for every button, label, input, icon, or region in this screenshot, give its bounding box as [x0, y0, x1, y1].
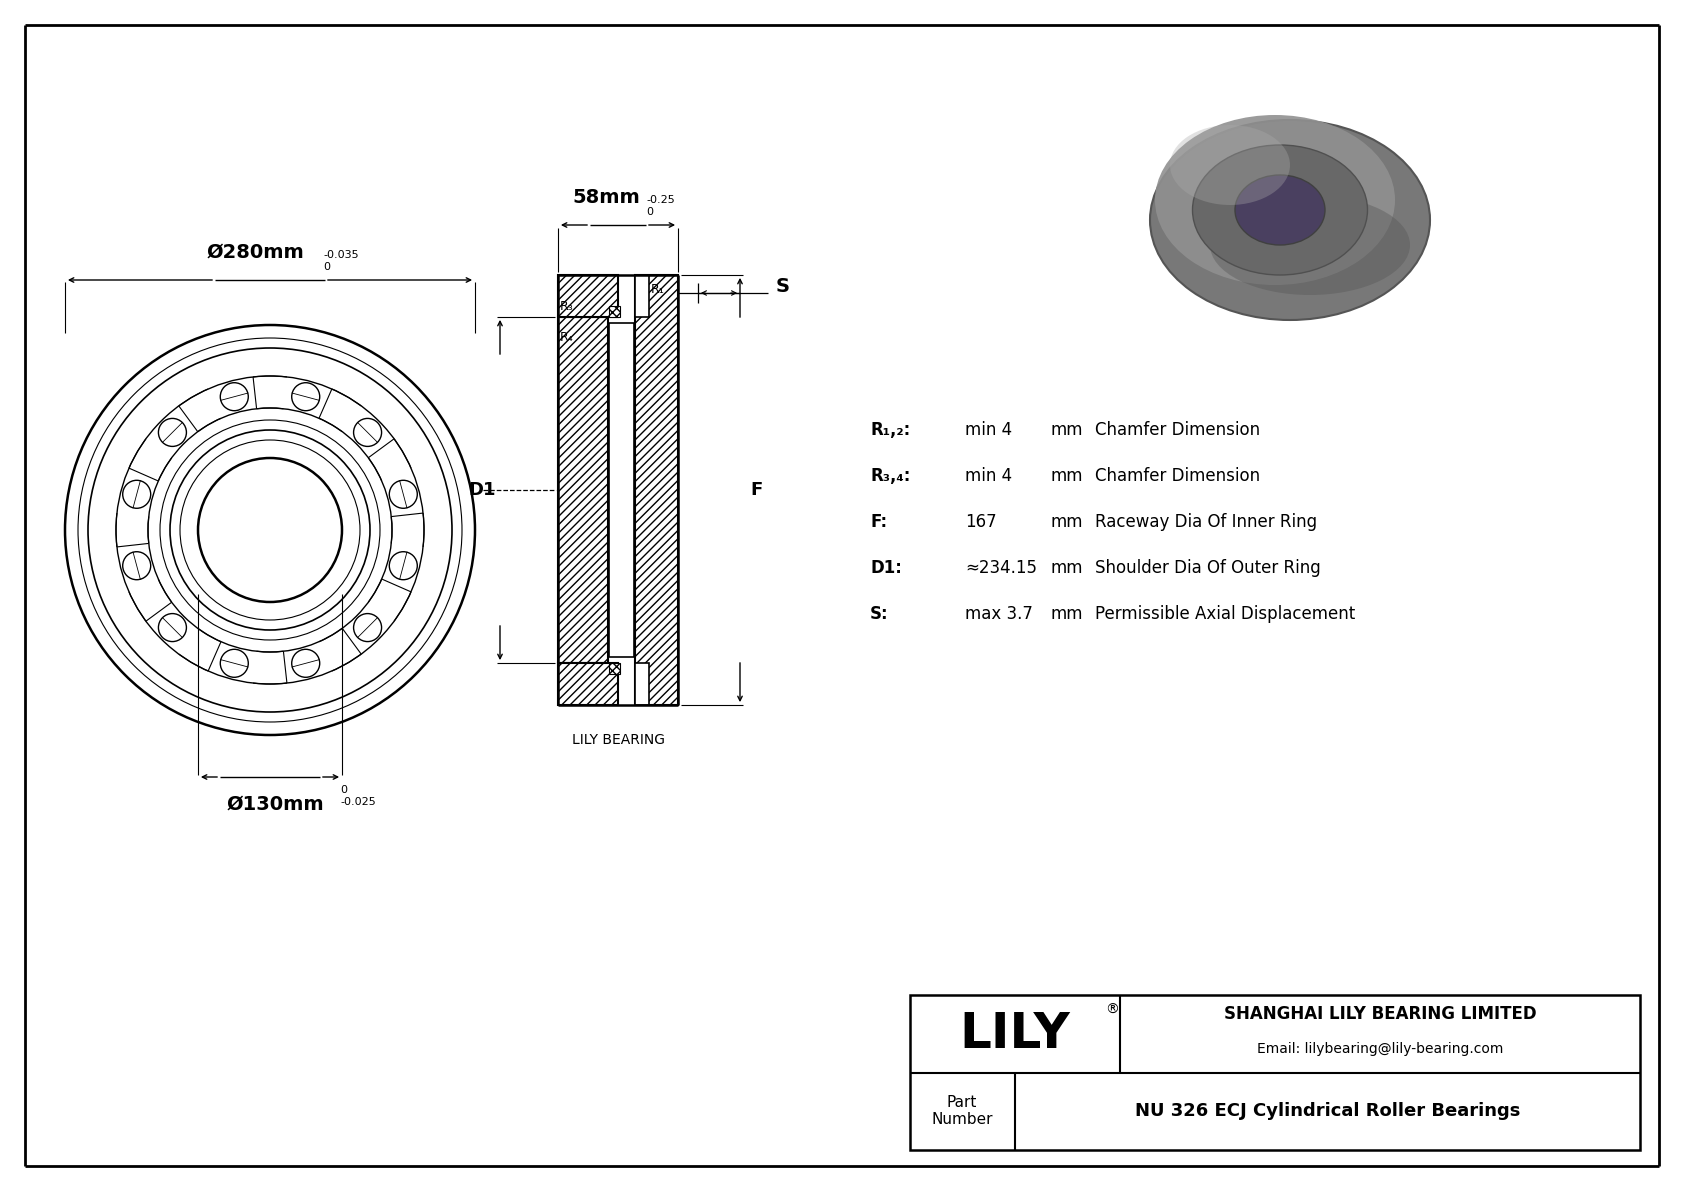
Text: Part
Number: Part Number [931, 1095, 994, 1128]
Text: 0: 0 [340, 785, 347, 796]
Text: Shoulder Dia Of Outer Ring: Shoulder Dia Of Outer Ring [1095, 559, 1320, 576]
Text: D1:: D1: [871, 559, 903, 576]
Bar [635, 275, 679, 705]
Text: R₃: R₃ [561, 300, 574, 313]
Text: Ø280mm: Ø280mm [205, 243, 303, 262]
Text: R₃,₄:: R₃,₄: [871, 467, 911, 485]
Text: Email: lilybearing@lily-bearing.com: Email: lilybearing@lily-bearing.com [1256, 1042, 1504, 1056]
Text: R₁: R₁ [652, 283, 665, 297]
Text: R₂: R₂ [637, 297, 650, 310]
Text: 0: 0 [647, 207, 653, 217]
Text: mm: mm [1051, 605, 1083, 623]
Text: R₄: R₄ [561, 331, 574, 344]
Text: 167: 167 [965, 513, 997, 531]
Bar [909, 994, 1640, 1151]
Text: -0.025: -0.025 [340, 797, 376, 807]
Text: Chamfer Dimension: Chamfer Dimension [1095, 467, 1260, 485]
Text: Ø130mm: Ø130mm [226, 796, 323, 813]
Text: 58mm: 58mm [573, 188, 640, 207]
Text: min 4: min 4 [965, 467, 1012, 485]
Ellipse shape [1211, 195, 1410, 295]
Text: S: S [776, 278, 790, 297]
Bar [557, 275, 618, 317]
Ellipse shape [1150, 120, 1430, 320]
Text: mm: mm [1051, 467, 1083, 485]
Text: mm: mm [1051, 559, 1083, 576]
Text: -0.035: -0.035 [323, 250, 359, 260]
Text: max 3.7: max 3.7 [965, 605, 1032, 623]
Bar [635, 275, 648, 317]
Text: NU 326 ECJ Cylindrical Roller Bearings: NU 326 ECJ Cylindrical Roller Bearings [1135, 1102, 1521, 1121]
Bar [557, 663, 618, 705]
Bar [610, 663, 620, 674]
Text: -0.25: -0.25 [647, 195, 675, 205]
Text: R₁,₂:: R₁,₂: [871, 420, 911, 439]
Bar [557, 317, 608, 663]
Bar [610, 323, 633, 657]
Text: Permissible Axial Displacement: Permissible Axial Displacement [1095, 605, 1356, 623]
Ellipse shape [1234, 175, 1325, 245]
Ellipse shape [1192, 145, 1367, 275]
Bar [557, 663, 618, 705]
Bar [635, 663, 648, 705]
Bar [557, 317, 608, 663]
Text: 0: 0 [323, 262, 330, 272]
Text: ≈234.15: ≈234.15 [965, 559, 1037, 576]
Text: SHANGHAI LILY BEARING LIMITED: SHANGHAI LILY BEARING LIMITED [1224, 1004, 1536, 1023]
Text: LILY BEARING: LILY BEARING [571, 732, 665, 747]
Text: min 4: min 4 [965, 420, 1012, 439]
Text: F: F [749, 481, 763, 499]
Text: Raceway Dia Of Inner Ring: Raceway Dia Of Inner Ring [1095, 513, 1317, 531]
Text: F:: F: [871, 513, 887, 531]
Bar [610, 306, 620, 317]
Text: Chamfer Dimension: Chamfer Dimension [1095, 420, 1260, 439]
Bar [557, 275, 618, 317]
Bar [635, 275, 679, 705]
Text: ®: ® [1105, 1003, 1118, 1017]
Text: D1: D1 [468, 481, 495, 499]
Ellipse shape [1170, 125, 1290, 205]
Text: mm: mm [1051, 513, 1083, 531]
Text: S:: S: [871, 605, 889, 623]
Text: mm: mm [1051, 420, 1083, 439]
Ellipse shape [1155, 116, 1394, 285]
Text: LILY: LILY [960, 1010, 1071, 1058]
